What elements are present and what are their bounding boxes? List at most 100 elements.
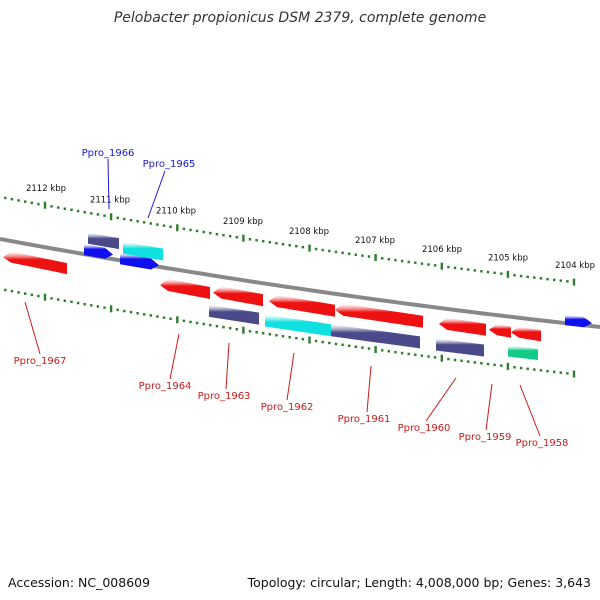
major-tick-inner bbox=[176, 316, 179, 324]
gene-label: Ppro_1964 bbox=[139, 381, 192, 392]
gene-label: Ppro_1965 bbox=[143, 159, 196, 170]
minor-tick-outer bbox=[50, 205, 53, 208]
minor-tick-inner bbox=[321, 340, 324, 344]
gene-label: Ppro_1959 bbox=[459, 432, 512, 443]
gene-leader-line bbox=[519, 384, 541, 437]
minor-tick-inner bbox=[288, 336, 291, 339]
minor-tick-inner bbox=[526, 367, 529, 371]
minor-tick-outer bbox=[116, 216, 119, 220]
minor-tick-inner bbox=[235, 328, 238, 331]
minor-tick-outer bbox=[143, 221, 146, 224]
minor-tick-inner bbox=[143, 313, 146, 316]
minor-tick-inner bbox=[96, 305, 100, 308]
minor-tick-outer bbox=[162, 224, 166, 227]
minor-tick-outer bbox=[486, 270, 490, 274]
minor-tick-inner bbox=[189, 320, 192, 324]
minor-tick-inner bbox=[433, 356, 437, 359]
minor-tick-outer bbox=[533, 276, 536, 279]
minor-tick-outer bbox=[559, 279, 562, 282]
minor-tick-inner bbox=[10, 289, 14, 293]
minor-tick-outer bbox=[156, 223, 159, 226]
minor-tick-inner bbox=[195, 321, 199, 325]
minor-tick-outer bbox=[37, 202, 40, 206]
major-tick-inner bbox=[506, 362, 510, 370]
minor-tick-inner bbox=[57, 298, 60, 301]
minor-tick-inner bbox=[255, 331, 258, 334]
minor-tick-outer bbox=[348, 252, 351, 255]
gene-label: Ppro_1958 bbox=[516, 438, 569, 449]
major-tick-outer bbox=[176, 224, 179, 232]
minor-tick-outer bbox=[123, 217, 126, 221]
minor-tick-outer bbox=[76, 209, 80, 213]
major-tick-inner bbox=[440, 354, 443, 362]
minor-tick-inner bbox=[156, 315, 159, 318]
gene-label: Ppro_1961 bbox=[338, 414, 391, 425]
minor-tick-outer bbox=[202, 230, 205, 234]
minor-tick-outer bbox=[553, 278, 556, 282]
minor-tick-inner bbox=[83, 303, 86, 306]
gene-arrow-forward bbox=[565, 315, 592, 328]
minor-tick-outer bbox=[480, 270, 483, 273]
minor-tick-outer bbox=[546, 277, 549, 281]
major-tick-inner bbox=[572, 370, 576, 378]
gene-ortholog-ppro1960 bbox=[436, 338, 484, 357]
gene-arrow-ppro1964 bbox=[160, 279, 210, 299]
minor-tick-inner bbox=[123, 309, 126, 313]
minor-tick-inner bbox=[354, 345, 357, 348]
minor-tick-outer bbox=[314, 247, 318, 251]
minor-tick-outer bbox=[301, 245, 305, 249]
minor-tick-outer bbox=[420, 262, 424, 265]
minor-tick-inner bbox=[70, 300, 73, 304]
minor-tick-inner bbox=[50, 297, 53, 300]
minor-tick-outer bbox=[381, 257, 384, 260]
minor-tick-outer bbox=[526, 275, 529, 279]
minor-tick-inner bbox=[381, 349, 384, 352]
major-tick-outer bbox=[572, 278, 576, 286]
minor-tick-inner bbox=[493, 363, 496, 367]
minor-tick-outer bbox=[262, 240, 265, 243]
minor-tick-outer bbox=[30, 201, 33, 205]
minor-tick-outer bbox=[63, 207, 66, 210]
minor-tick-outer bbox=[473, 269, 476, 272]
minor-tick-outer bbox=[57, 206, 60, 209]
minor-tick-inner bbox=[519, 366, 523, 370]
minor-tick-outer bbox=[400, 259, 404, 263]
minor-tick-outer bbox=[70, 208, 73, 212]
gene-leader-line bbox=[485, 383, 493, 431]
minor-tick-inner bbox=[281, 335, 285, 338]
minor-tick-outer bbox=[209, 231, 212, 235]
gene-leader-line bbox=[107, 158, 110, 210]
minor-tick-inner bbox=[328, 341, 331, 345]
minor-tick-outer bbox=[235, 236, 238, 239]
minor-tick-inner bbox=[427, 355, 430, 358]
minor-tick-inner bbox=[222, 325, 225, 329]
minor-tick-outer bbox=[255, 239, 258, 242]
major-tick-inner bbox=[374, 346, 377, 353]
gene-arrow-ppro1959 bbox=[489, 324, 511, 338]
minor-tick-outer bbox=[281, 243, 285, 246]
minor-tick-outer bbox=[367, 255, 371, 258]
gene-arrow-ppro1961 bbox=[335, 303, 423, 328]
minor-tick-inner bbox=[500, 364, 503, 367]
gene-arrow-ppro1966 bbox=[84, 244, 113, 259]
kbp-tick-label: 2111 kbp bbox=[90, 195, 130, 205]
major-tick-inner bbox=[308, 336, 311, 344]
minor-tick-outer bbox=[189, 228, 192, 232]
minor-tick-inner bbox=[473, 361, 476, 364]
minor-tick-inner bbox=[301, 337, 305, 341]
kbp-tick-label: 2106 kbp bbox=[422, 245, 462, 255]
minor-tick-outer bbox=[467, 268, 470, 271]
minor-tick-inner bbox=[467, 360, 470, 363]
minor-tick-inner bbox=[136, 312, 139, 315]
minor-tick-inner bbox=[4, 288, 7, 292]
minor-tick-inner bbox=[169, 317, 172, 320]
minor-tick-inner bbox=[24, 292, 27, 295]
gene-ortholog-ppro1963 bbox=[209, 304, 259, 325]
gene-ortholog-ppro1961 bbox=[331, 324, 420, 349]
minor-tick-inner bbox=[17, 291, 20, 294]
kbp-tick-label: 2108 kbp bbox=[289, 227, 329, 237]
minor-tick-inner bbox=[149, 314, 152, 317]
minor-tick-outer bbox=[447, 265, 450, 269]
minor-tick-outer bbox=[341, 251, 344, 255]
